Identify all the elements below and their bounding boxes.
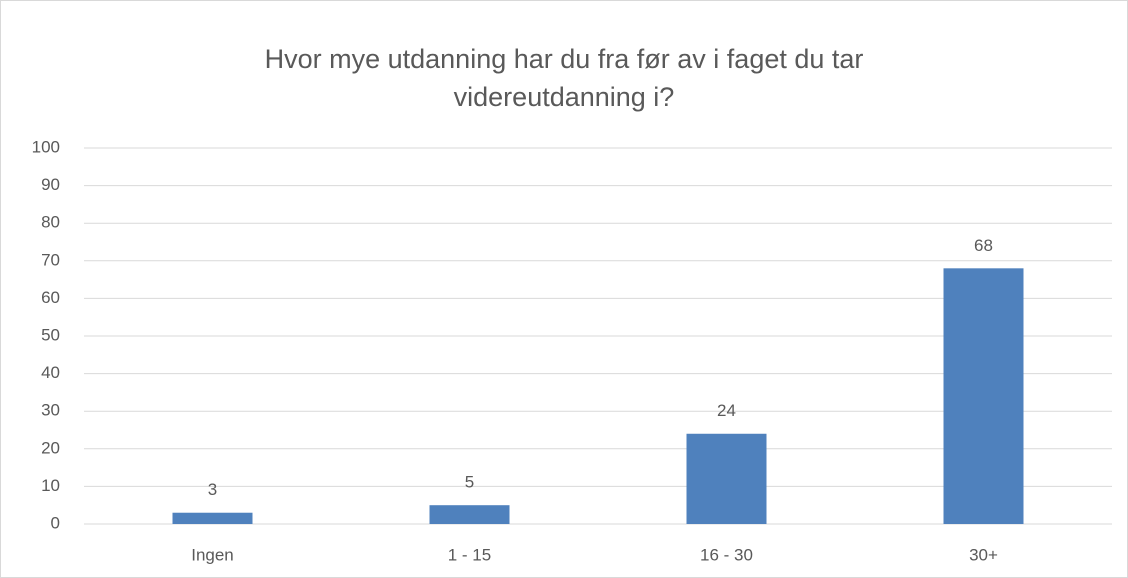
y-tick-label: 90 [41, 175, 60, 194]
bar [943, 268, 1024, 524]
y-tick-label: 10 [41, 476, 60, 495]
y-tick-label: 70 [41, 250, 60, 269]
x-tick-label: 16 - 30 [700, 545, 753, 564]
chart-title: Hvor mye utdanning har du fra før av i f… [264, 44, 864, 112]
x-tick-label: 30+ [969, 545, 998, 564]
data-label: 24 [717, 401, 736, 420]
y-tick-label: 20 [41, 438, 60, 457]
y-tick-label: 50 [41, 325, 60, 344]
bar [686, 433, 767, 524]
y-tick-label: 100 [32, 137, 60, 156]
x-tick-label: Ingen [191, 545, 234, 564]
bar [429, 505, 510, 524]
y-tick-label: 40 [41, 363, 60, 382]
y-tick-label: 30 [41, 401, 60, 420]
data-label: 68 [974, 236, 993, 255]
data-label: 3 [208, 480, 217, 499]
y-tick-label: 60 [41, 288, 60, 307]
y-tick-label: 0 [51, 513, 60, 532]
x-tick-label: 1 - 15 [448, 545, 491, 564]
bar [172, 512, 253, 524]
y-tick-label: 80 [41, 213, 60, 232]
data-label: 5 [465, 473, 474, 492]
